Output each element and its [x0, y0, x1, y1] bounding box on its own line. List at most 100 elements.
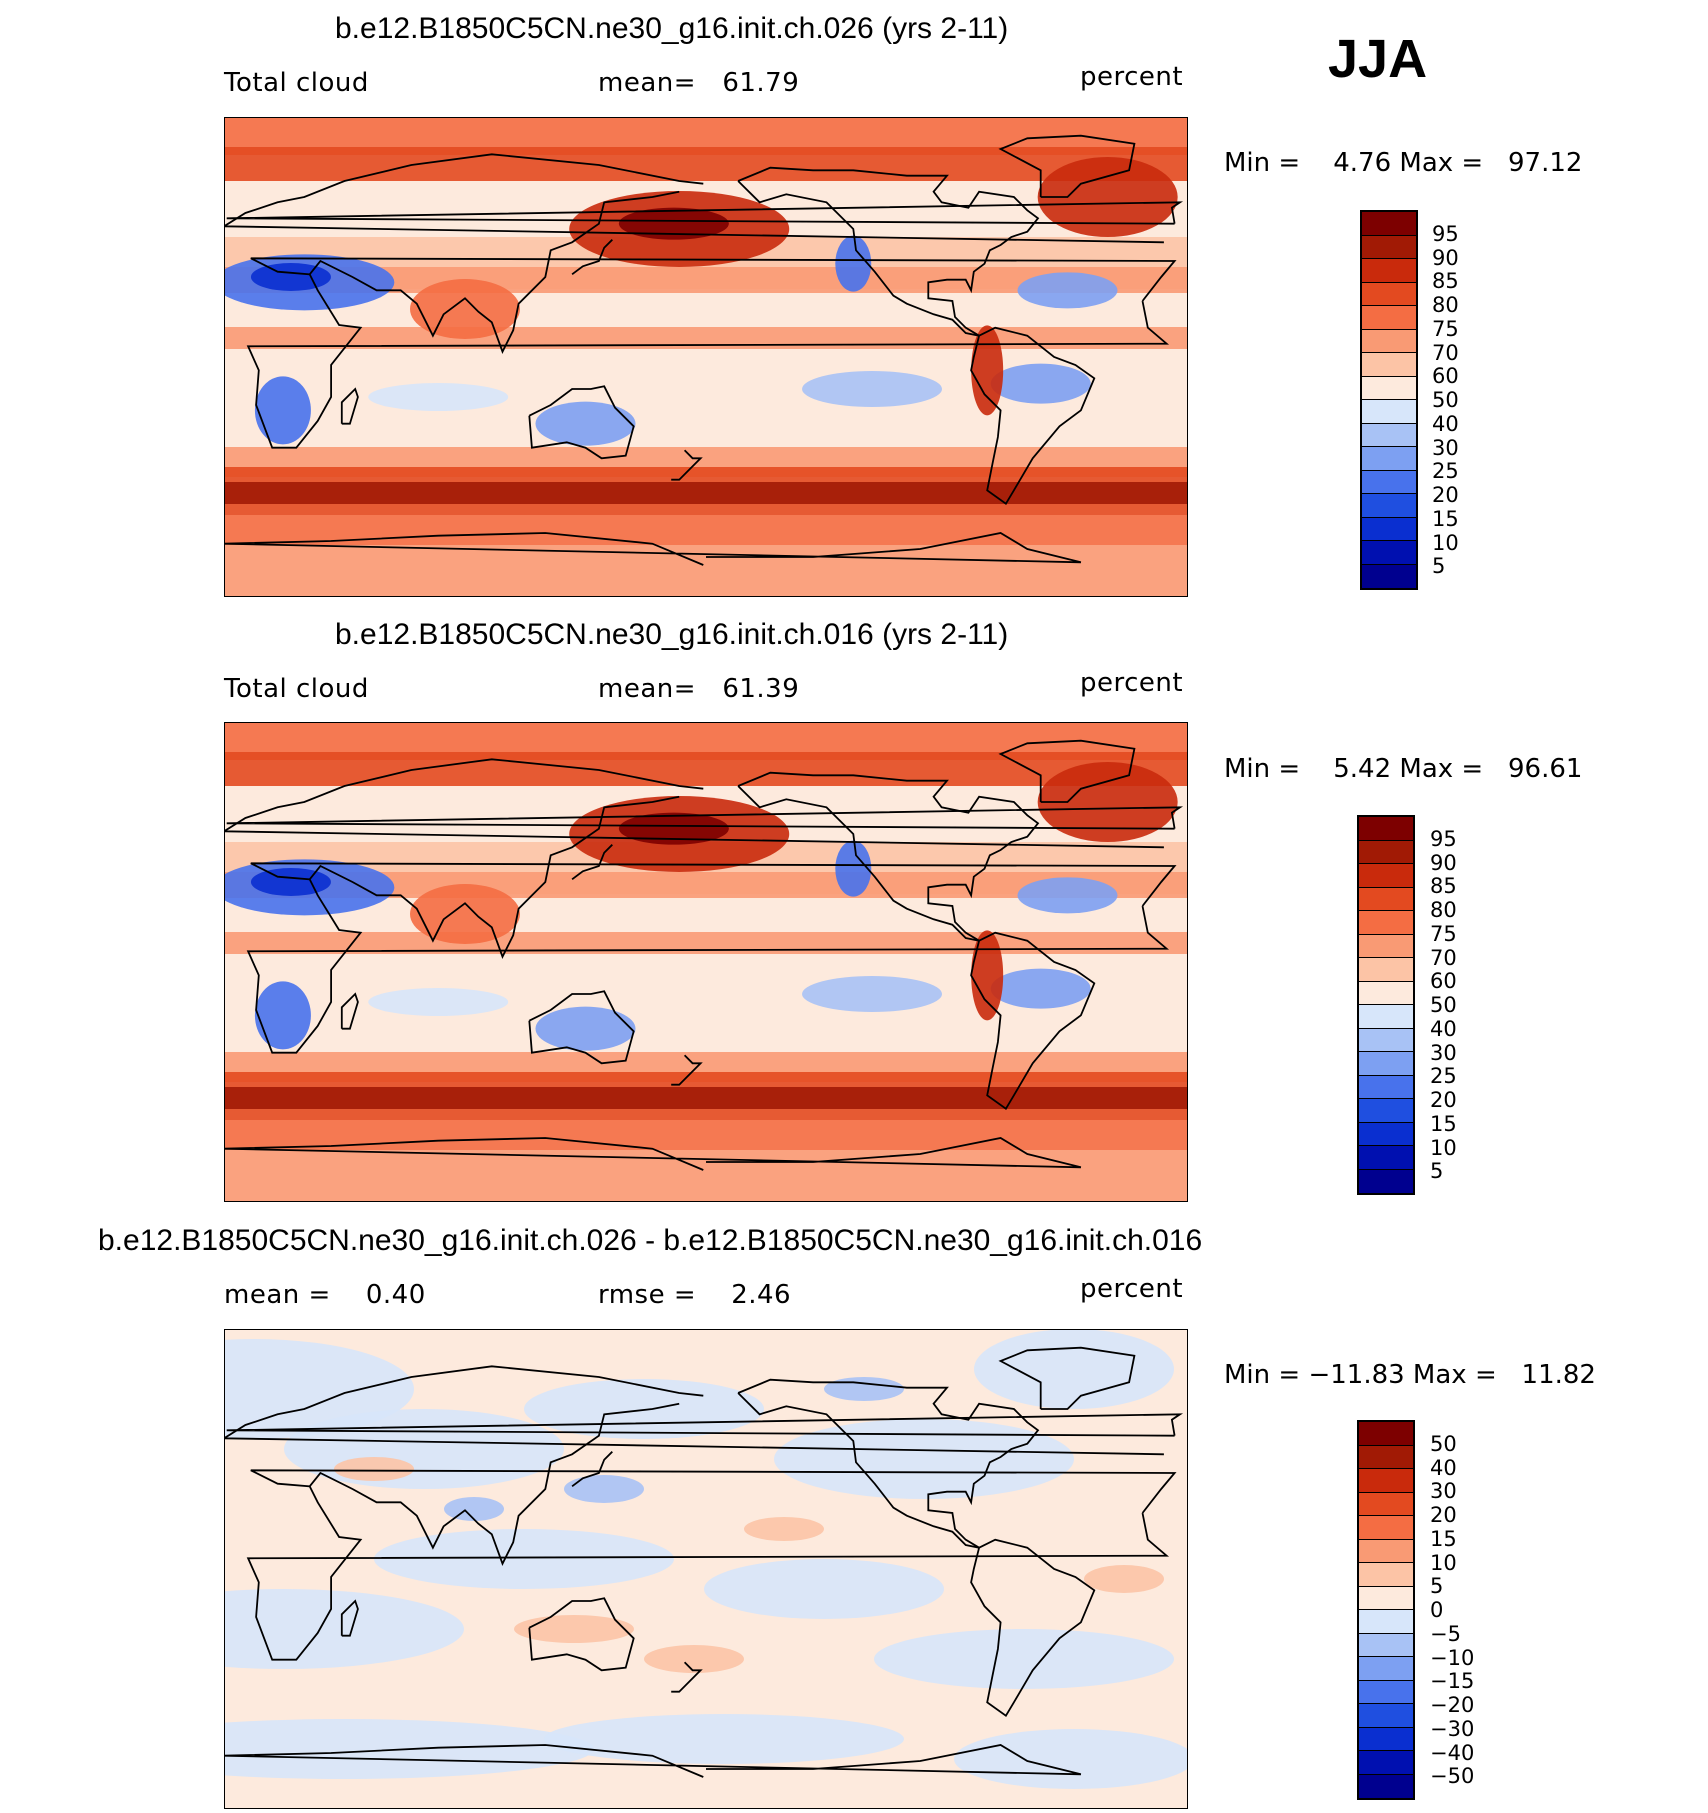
colorbar-tick-label: 95 [1432, 221, 1459, 246]
coastline-asia-south [308, 190, 680, 354]
panel-title: b.e12.B1850C5CN.ne30_g16.init.ch.026 (yr… [335, 12, 1009, 45]
colorbar-swatch [1359, 1610, 1413, 1634]
coastline-australia [528, 1597, 635, 1672]
coastline-madagascar [340, 387, 359, 425]
colorbar-swatch [1359, 1146, 1413, 1170]
difference-region [524, 1379, 764, 1439]
rmse-label: rmse = 2.46 [598, 1280, 792, 1310]
coastlines [224, 134, 1184, 566]
colorbar-swatch [1362, 494, 1416, 518]
colorbar-tick-label: 40 [1432, 411, 1459, 436]
colorbar-tick-label: 20 [1430, 1088, 1457, 1112]
cloud-region [1037, 762, 1178, 842]
colorbar-tick-label: 20 [1432, 483, 1459, 507]
coastlines [224, 739, 1184, 1171]
diff-mean-label: mean = 0.40 [224, 1280, 426, 1310]
colorbar-tick-label: 15 [1432, 506, 1459, 531]
colorbar-tick-label: 10 [1430, 1135, 1457, 1160]
difference-region [284, 1409, 564, 1489]
colorbar-tick-label: 40 [1430, 1016, 1457, 1041]
colorbar-swatch [1359, 934, 1413, 958]
coastline-japan [571, 239, 613, 276]
colorbar-tick-label: 40 [1430, 1455, 1457, 1480]
colorbar-swatch [1359, 958, 1413, 982]
difference-region [224, 1589, 464, 1669]
cloud-region [410, 884, 520, 944]
cloud-map [224, 722, 1188, 1202]
colorbar-tick-label: −5 [1430, 1621, 1461, 1646]
difference-region [704, 1559, 944, 1619]
cloud-region [254, 376, 311, 445]
colorbar-tick-label: 10 [1430, 1550, 1457, 1575]
difference-region [564, 1475, 644, 1503]
colorbar-swatch [1359, 1099, 1413, 1123]
cloud-region [250, 263, 331, 291]
cloud-band [224, 482, 1188, 504]
variable-label: Total cloud [224, 68, 369, 98]
cloud-region [1017, 877, 1118, 914]
mean-label: mean= 61.79 [598, 68, 800, 98]
cloud-region [990, 968, 1091, 1009]
colorbar-tick-label: 85 [1430, 874, 1457, 899]
colorbar-tick-label: 5 [1430, 1574, 1444, 1599]
colorbar-swatch [1359, 1680, 1413, 1704]
difference-region [374, 1529, 674, 1589]
colorbar-swatch [1359, 1774, 1413, 1798]
cloud-region [1037, 157, 1178, 237]
coastline-new-zealand [671, 449, 703, 481]
coastline-africa [246, 862, 1177, 1054]
cloud-band [224, 515, 1188, 545]
colorbar-tick-label: 25 [1430, 1064, 1457, 1089]
colorbar-tick-label: 50 [1432, 388, 1459, 412]
colorbar-tick-label: −15 [1430, 1669, 1475, 1694]
colorbar-swatch [1359, 840, 1413, 864]
variable-label: Total cloud [224, 674, 369, 704]
coastline-britain [226, 806, 1184, 830]
colorbar-swatch [1359, 1751, 1413, 1775]
colorbar-tick-label: 90 [1432, 245, 1459, 270]
colorbar-swatch [1362, 447, 1416, 471]
colorbar-swatch [1362, 353, 1416, 377]
mean-label: mean= 61.39 [598, 674, 800, 704]
colorbar-swatch [1359, 981, 1413, 1005]
panel-title: b.e12.B1850C5CN.ne30_g16.init.ch.026 - b… [98, 1224, 1203, 1257]
coastline-north-america-east [737, 771, 1040, 942]
colorbar-tick-label: −50 [1430, 1764, 1475, 1789]
colorbar-swatch [1359, 1704, 1413, 1728]
colorbar-swatch [1362, 400, 1416, 424]
colorbar-tick-label: −40 [1430, 1740, 1475, 1765]
colorbar-swatch [1359, 1422, 1413, 1446]
colorbar-tick-label: −30 [1430, 1716, 1475, 1741]
coastline-africa [246, 257, 1177, 449]
colorbar-tick-label: 30 [1430, 1040, 1457, 1065]
colorbar-swatch [1362, 259, 1416, 283]
cloud-region [835, 235, 872, 292]
units-label: percent [1080, 668, 1184, 698]
colorbar-tick-label: 30 [1430, 1479, 1457, 1504]
colorbar-tick-label: 85 [1432, 269, 1459, 294]
season-label: JJA [1328, 29, 1428, 89]
colorbar [1357, 1420, 1415, 1800]
difference-region [544, 1714, 904, 1764]
colorbar-tick-label: 20 [1430, 1503, 1457, 1527]
coastline-antarctica [224, 1744, 1082, 1778]
difference-region [744, 1517, 824, 1541]
colorbar-tick-label: 75 [1430, 921, 1457, 946]
units-label: percent [1080, 62, 1184, 92]
colorbar-swatch [1359, 1075, 1413, 1099]
coastline-greenland [998, 134, 1136, 198]
coastline-north-america-east [737, 166, 1040, 337]
colorbar [1357, 815, 1415, 1195]
colorbar-tick-label: 50 [1430, 1431, 1457, 1456]
colorbar-tick-label: 5 [1430, 1159, 1444, 1184]
coastline-north-america-west [737, 1392, 980, 1549]
coastline-greenland [998, 739, 1136, 803]
colorbar-tick-label: 60 [1430, 969, 1457, 994]
colorbar-swatch [1359, 1052, 1413, 1076]
colorbar-swatch [1362, 306, 1416, 330]
min-max-label: Min = 4.76 Max = 97.12 [1224, 148, 1583, 178]
difference-region [824, 1377, 904, 1401]
panel-title: b.e12.B1850C5CN.ne30_g16.init.ch.016 (yr… [335, 618, 1009, 651]
colorbar-swatch [1359, 1657, 1413, 1681]
coastline-new-zealand [671, 1661, 703, 1693]
